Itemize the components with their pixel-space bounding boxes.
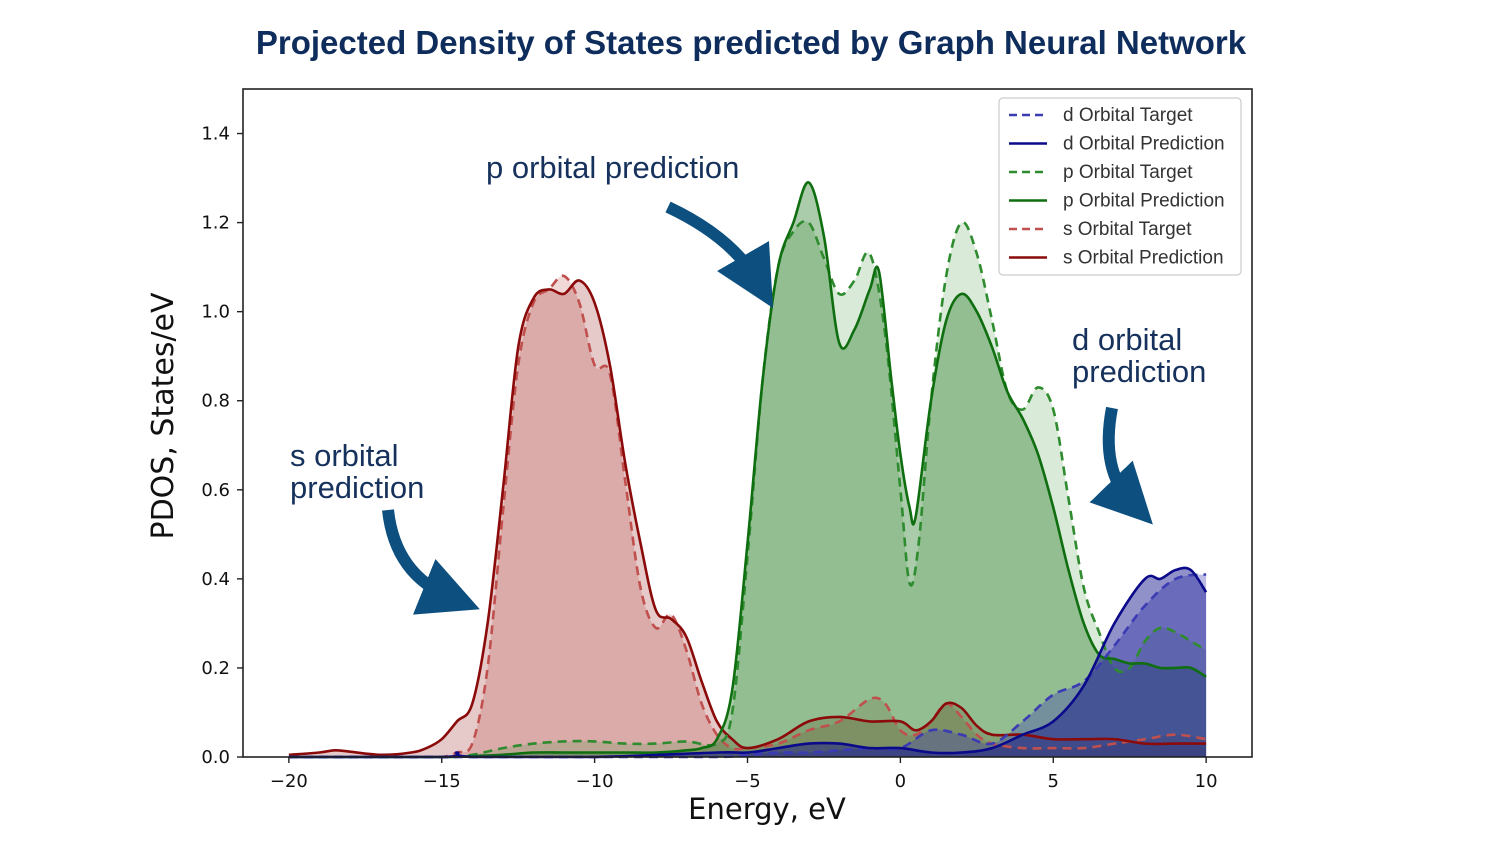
y-tick-label: 0.4 [201,569,230,590]
slide-title: Projected Density of States predicted by… [255,24,1247,61]
s-pred-fill [288,280,1207,757]
x-tick-label: 5 [1048,771,1059,792]
y-tick-label: 0.2 [201,658,230,679]
p-pred-line [288,181,1207,759]
x-tick-label: 10 [1195,771,1218,792]
d-orbital-annotation: d orbital prediction [1072,324,1206,388]
d-annotation-arrow [1089,406,1153,525]
p-annotation-line: p orbital prediction [486,150,740,185]
legend-label: s Orbital Target [1063,219,1192,240]
y-tick-label: 1.2 [201,213,230,234]
y-tick-label: 1.0 [201,302,230,323]
s-annotation-line-2: prediction [290,470,425,505]
s-target-fill [288,275,1207,757]
x-axis-label: Energy, eV [688,792,846,826]
s-target-line [288,274,1207,759]
p-target-fill [288,221,1207,757]
d-annotation-line-2: prediction [1072,354,1207,389]
x-tick-label: −10 [576,771,614,792]
legend-label: s Orbital Prediction [1063,248,1224,269]
y-tick-label: 1.4 [201,124,230,145]
y-axis-label: PDOS, States/eV [146,292,181,540]
p-pred-fill [288,182,1207,757]
p-annotation-arrow [665,201,774,308]
legend-label: d Orbital Target [1063,105,1193,126]
x-tick-label: −5 [734,771,761,792]
y-tick-label: 0.0 [201,747,230,768]
d-annotation-line-1: d orbital [1072,322,1183,357]
s-annotation-line-1: s orbital [290,438,399,473]
x-tick-label: −15 [423,771,461,792]
x-tick-label: 0 [895,771,906,792]
s-annotation-arrow [382,509,480,615]
p-orbital-annotation: p orbital prediction [486,152,739,184]
x-tick-label: −20 [270,771,308,792]
s-pred-line [288,279,1207,757]
y-tick-label: 0.8 [201,391,230,412]
legend: d Orbital Target d Orbital Prediction p Or… [998,97,1242,276]
legend-label: p Orbital Target [1063,162,1193,183]
y-tick-label: 0.6 [201,480,230,501]
legend-label: p Orbital Prediction [1063,191,1225,212]
legend-label: d Orbital Prediction [1063,134,1225,155]
legend-box [998,97,1242,276]
s-orbital-annotation: s orbital prediction [290,440,424,504]
